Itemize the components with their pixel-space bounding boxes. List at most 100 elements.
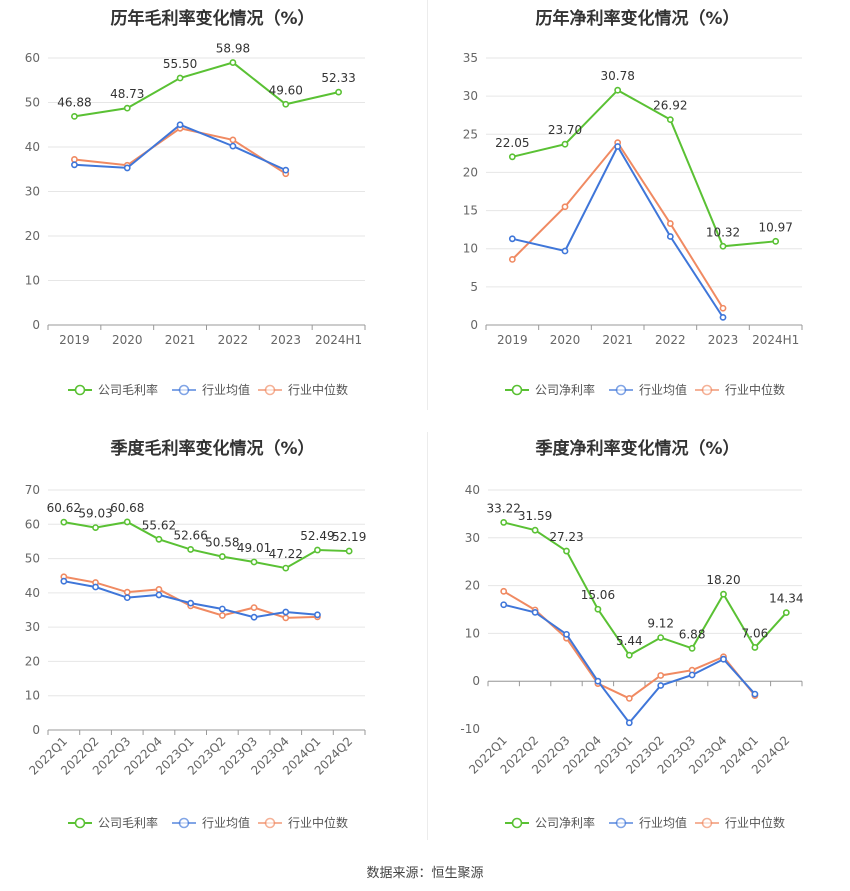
data-point bbox=[719, 313, 727, 321]
series-line bbox=[74, 61, 339, 118]
data-point bbox=[314, 546, 321, 554]
data-label: 27.23 bbox=[549, 530, 583, 544]
data-point bbox=[563, 547, 570, 555]
series-line bbox=[63, 580, 318, 619]
data-point bbox=[657, 634, 665, 642]
data-point bbox=[508, 235, 516, 243]
data-label: 50.58 bbox=[205, 536, 239, 550]
data-point bbox=[657, 672, 665, 679]
data-point bbox=[751, 690, 759, 698]
data-point bbox=[123, 164, 131, 172]
data-point bbox=[719, 304, 727, 312]
data-label: 52.66 bbox=[173, 528, 207, 542]
data-source-note: 数据来源：恒生聚源 bbox=[366, 866, 484, 881]
data-label: 7.06 bbox=[742, 626, 769, 640]
data-point bbox=[625, 719, 633, 727]
data-label: 6.88 bbox=[679, 627, 706, 641]
data-point bbox=[500, 601, 508, 609]
data-point bbox=[250, 604, 258, 611]
y-tick-label: 60 bbox=[25, 51, 40, 65]
y-tick-label: 25 bbox=[463, 127, 478, 141]
data-point bbox=[657, 682, 665, 689]
legend-marker bbox=[701, 384, 713, 396]
data-label: 15.06 bbox=[581, 588, 615, 602]
data-point bbox=[187, 546, 195, 553]
data-label: 58.98 bbox=[216, 42, 250, 56]
y-tick-label: 0 bbox=[32, 318, 40, 332]
data-point bbox=[625, 695, 633, 702]
data-point bbox=[531, 526, 539, 534]
y-tick-label: 20 bbox=[465, 579, 480, 593]
x-tick-label: 2019 bbox=[497, 333, 528, 347]
data-label: 52.19 bbox=[332, 530, 366, 544]
y-tick-label: 10 bbox=[465, 626, 480, 640]
data-point bbox=[561, 247, 569, 255]
data-point bbox=[176, 121, 184, 129]
data-point bbox=[250, 558, 258, 566]
data-point bbox=[123, 518, 131, 526]
data-label: 18.20 bbox=[706, 573, 740, 587]
legend-marker bbox=[74, 384, 86, 396]
data-point bbox=[123, 104, 131, 112]
x-tick-label: 2019 bbox=[59, 333, 90, 347]
legend-marker bbox=[178, 384, 190, 396]
legend-marker bbox=[264, 817, 276, 829]
legend-marker bbox=[511, 817, 523, 829]
data-label: 59.03 bbox=[78, 507, 112, 521]
legend-label: 行业中位数 bbox=[725, 815, 785, 830]
data-point bbox=[614, 143, 622, 150]
x-tick-label: 2024H1 bbox=[752, 333, 799, 347]
data-point bbox=[666, 220, 674, 227]
y-tick-label: 20 bbox=[25, 654, 40, 668]
data-label: 23.70 bbox=[548, 123, 582, 137]
chart-svg-annual-net-margin: 0 5 10 15 20 25 30 35 2019 2020 2021 2022 2023 2024H1… bbox=[463, 51, 803, 397]
data-point bbox=[594, 677, 602, 685]
data-point bbox=[561, 203, 569, 211]
data-point bbox=[508, 153, 516, 161]
data-point bbox=[314, 611, 321, 619]
data-point bbox=[720, 590, 727, 598]
data-point bbox=[176, 74, 184, 82]
data-point bbox=[123, 594, 131, 602]
data-point bbox=[751, 644, 759, 651]
data-point bbox=[563, 630, 570, 638]
legend-label: 公司毛利率 bbox=[98, 382, 158, 397]
series-line bbox=[503, 521, 788, 657]
legend-marker bbox=[264, 384, 276, 396]
data-point bbox=[720, 655, 727, 663]
chart-svg-annual-gross-margin: 0 10 20 30 40 50 60 2019 2020 2021 2022 2023 2024H1 4… bbox=[25, 42, 366, 397]
y-tick-label: 0 bbox=[32, 723, 40, 737]
legend-marker bbox=[511, 384, 523, 396]
y-tick-label: 40 bbox=[25, 586, 40, 600]
data-point bbox=[155, 586, 163, 593]
data-label: 26.92 bbox=[653, 99, 687, 113]
data-label: 47.22 bbox=[269, 547, 303, 561]
data-point bbox=[123, 588, 131, 596]
data-label: 5.44 bbox=[616, 634, 643, 648]
data-point bbox=[155, 535, 163, 543]
data-point bbox=[60, 518, 68, 526]
data-point bbox=[531, 608, 539, 616]
y-tick-label: 30 bbox=[25, 620, 40, 634]
data-label: 49.01 bbox=[237, 541, 271, 555]
x-tick-label: 2020 bbox=[550, 333, 581, 347]
x-tick-label: 2023 bbox=[708, 333, 739, 347]
data-point bbox=[282, 100, 290, 108]
legend-label: 行业均值 bbox=[639, 815, 687, 830]
y-tick-label: 10 bbox=[463, 242, 478, 256]
chart-title: 历年毛利率变化情况（%） bbox=[110, 9, 315, 29]
y-tick-label: 20 bbox=[463, 165, 478, 179]
data-point bbox=[614, 86, 622, 94]
y-tick-label: 50 bbox=[25, 552, 40, 566]
legend-label: 行业均值 bbox=[202, 815, 250, 830]
data-point bbox=[229, 142, 237, 150]
data-label: 31.59 bbox=[518, 509, 552, 523]
data-label: 48.73 bbox=[110, 87, 144, 101]
y-tick-label: 40 bbox=[465, 483, 480, 497]
data-point bbox=[500, 587, 508, 595]
y-tick-label: 30 bbox=[25, 185, 40, 199]
data-label: 10.32 bbox=[706, 225, 740, 239]
chart-panel-quarterly-gross-margin: 季度毛利率变化情况（%） 0 10 20 30 40 50 60 70 2022Q1 2022Q2… bbox=[0, 430, 425, 850]
data-label: 33.22 bbox=[487, 501, 521, 515]
legend-marker bbox=[74, 817, 86, 829]
